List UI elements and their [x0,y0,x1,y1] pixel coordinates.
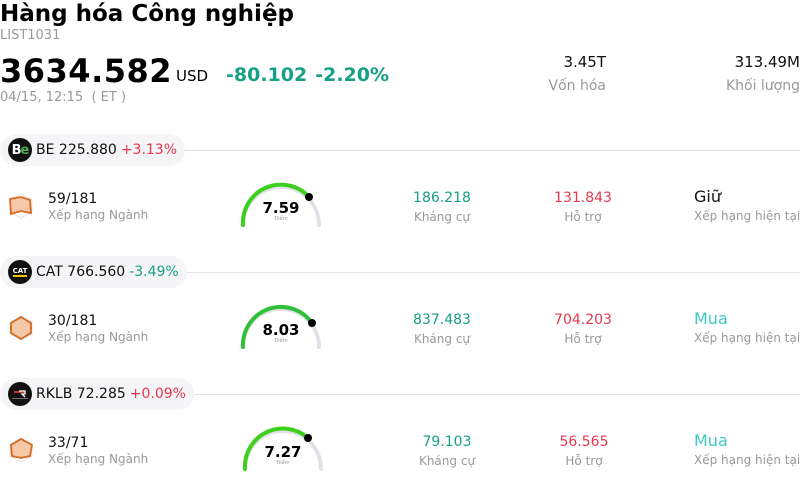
resistance: 79.103 Kháng cự [402,433,492,469]
market-cap-label: Vốn hóa [548,78,606,94]
volume-stat: 313.49M Khối lượng [726,53,800,95]
rating-label: Xếp hạng hiện tại [694,453,800,467]
resistance-label: Kháng cự [413,332,471,346]
resistance: 837.483 Kháng cự [397,311,487,347]
rating-label: Xếp hạng hiện tại [694,331,800,345]
support-value: 56.565 [559,434,609,450]
score-label: Điểm [276,460,290,466]
stock-price: 225.880 [58,142,117,158]
score-value: 7.59 [262,199,300,217]
volume-label: Khối lượng [725,78,800,94]
support-label: Hỗ trợ [564,332,602,346]
industry-rank-radar-icon [9,193,33,219]
stock-change: +3.13% [120,142,178,158]
rating-label: Xếp hạng hiện tại [694,209,800,223]
resistance-value: 837.483 [413,312,471,328]
change-value: -80.102 [226,64,308,86]
score-label: Điểm [274,338,288,344]
industry-rank-radar-icon [9,437,34,463]
resistance-label: Kháng cự [413,210,471,224]
gauge-arc-icon [242,426,323,471]
support-label: Hỗ trợ [565,454,603,468]
stock-change: +0.09% [129,386,186,402]
score-gauge: 7.59 Điểm [238,180,324,228]
volume-value: 313.49M [734,53,800,71]
rating-value: Mua [694,309,728,328]
page-title: Hàng hóa Công nghiệp [0,1,295,27]
timestamp: 04/15, 12:15 ( ET ) [0,90,127,105]
industry-rank-value: 30/181 [48,313,98,329]
support: 56.565 Hỗ trợ [539,433,629,469]
list-code: LIST1031 [0,28,61,43]
current-rating: Mua Xếp hạng hiện tại [694,431,800,468]
price-change: -80.102 -2.20% [226,64,389,86]
rating-value: Giữ [694,187,721,206]
score-gauge: 8.03 Điểm [238,302,324,350]
support-value: 131.843 [554,190,612,206]
stock-price: 72.285 [76,386,126,402]
score-label: Điểm [274,216,288,222]
stock-symbol: CAT [36,264,63,280]
score-value: 8.03 [262,321,300,339]
stock-symbol: BE [36,142,55,158]
section-divider [180,272,800,273]
resistance-value: 186.218 [413,190,471,206]
stock-price: 766.560 [67,264,126,280]
industry-rank-value: 59/181 [48,191,98,207]
resistance: 186.218 Kháng cự [397,189,487,225]
support-value: 704.203 [554,312,612,328]
currency: USD [176,67,209,85]
rating-value: Mua [694,431,728,450]
support: 704.203 Hỗ trợ [538,311,628,347]
current-rating: Giữ Xếp hạng hiện tại [694,187,800,224]
market-cap-value: 3.45T [563,53,606,71]
rklb-logo-icon [8,382,32,406]
stock-change: -3.49% [129,264,179,280]
current-rating: Mua Xếp hạng hiện tại [694,309,800,346]
score-gauge: 7.27 Điểm [240,424,326,472]
resistance-label: Kháng cự [418,454,476,468]
stock-chip-cat[interactable]: CAT CAT 766.560 -3.49% [0,256,187,288]
industry-rank-value: 33/71 [48,435,89,451]
support: 131.843 Hỗ trợ [538,189,628,225]
resistance-value: 79.103 [422,434,472,450]
change-percent: -2.20% [315,64,390,86]
section-divider [180,394,800,395]
industry-rank-label: Xếp hạng Ngành [48,452,149,466]
section-divider [180,150,800,151]
industry-rank-radar-icon [9,315,33,341]
stock-chip-rklb[interactable]: RKLB 72.285 +0.09% [0,378,194,410]
support-label: Hỗ trợ [564,210,602,224]
market-cap-stat: 3.45T Vốn hóa [549,53,606,95]
score-value: 7.27 [264,443,302,461]
cat-logo-icon: CAT [8,260,32,284]
gauge-arc-icon [240,304,321,349]
stock-symbol: RKLB [36,386,73,402]
industry-rank-label: Xếp hạng Ngành [48,208,149,222]
index-price: 3634.582 [0,52,173,90]
industry-rank-label: Xếp hạng Ngành [48,330,149,344]
gauge-arc-icon [240,182,321,227]
